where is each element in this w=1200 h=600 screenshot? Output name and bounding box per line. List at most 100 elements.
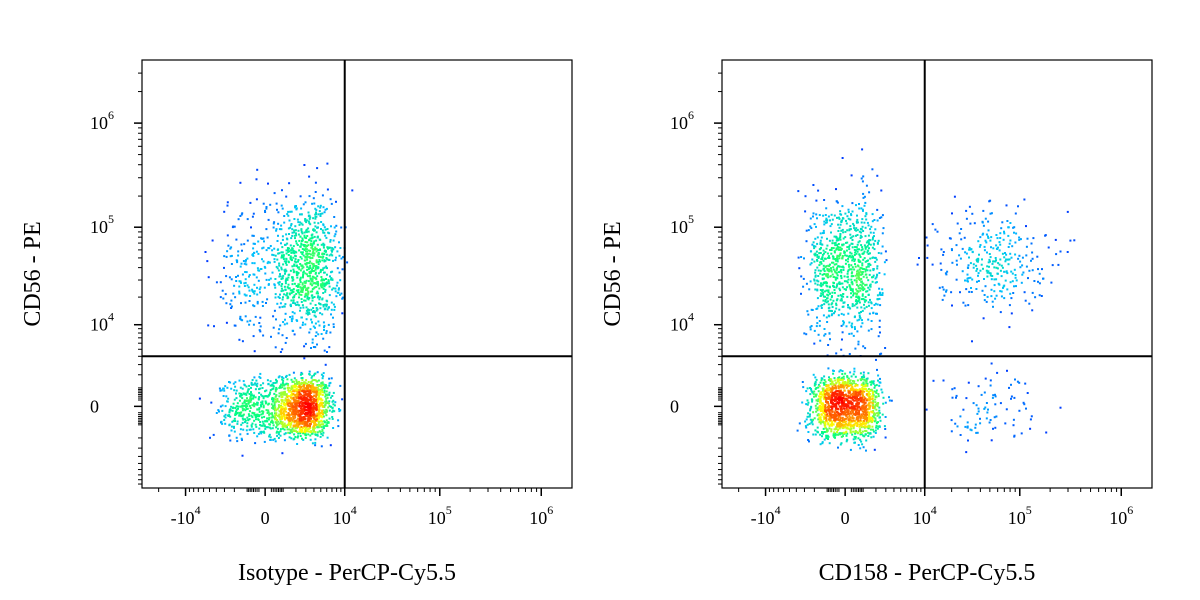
event-dot — [854, 422, 857, 425]
event-dot — [818, 414, 821, 417]
event-dot — [248, 428, 251, 431]
event-dot — [283, 393, 286, 396]
event-dot — [311, 432, 314, 435]
event-dot — [868, 312, 871, 315]
event-dot — [983, 391, 986, 394]
event-dot — [318, 397, 321, 400]
event-dot — [953, 387, 956, 390]
event-dot — [862, 252, 865, 255]
event-dot — [814, 275, 817, 278]
event-dot — [260, 393, 263, 396]
event-dot — [319, 268, 322, 271]
event-dot — [826, 285, 829, 288]
event-dot — [321, 434, 324, 437]
event-dot — [271, 249, 274, 252]
event-dot — [290, 421, 293, 424]
event-dot — [881, 292, 884, 295]
event-dot — [285, 374, 288, 377]
event-dot — [315, 386, 318, 389]
event-dot — [859, 317, 862, 320]
event-dot — [259, 286, 262, 289]
event-dot — [998, 263, 1001, 266]
event-dot — [820, 285, 823, 288]
event-dot — [291, 311, 294, 314]
event-dot — [284, 406, 287, 409]
event-dot — [318, 384, 320, 387]
event-dot — [845, 420, 848, 423]
event-dot — [321, 429, 324, 432]
event-dot — [295, 303, 298, 306]
event-dot — [841, 381, 844, 384]
event-dot — [305, 312, 308, 315]
event-dot — [306, 425, 309, 428]
event-dot — [984, 285, 987, 288]
event-dot — [1009, 281, 1012, 284]
event-dot — [1059, 250, 1062, 253]
event-dot — [317, 388, 320, 391]
event-dot — [311, 270, 314, 273]
event-dot — [230, 278, 233, 281]
event-dot — [284, 279, 287, 282]
event-dot — [322, 413, 324, 416]
event-dot — [837, 385, 840, 388]
event-dot — [858, 230, 861, 233]
event-dot — [871, 168, 874, 171]
event-dot — [340, 292, 343, 295]
event-dot — [243, 243, 246, 246]
event-dot — [256, 408, 259, 411]
event-dot — [290, 408, 293, 411]
event-dot — [314, 390, 317, 393]
plot-frame — [141, 59, 573, 489]
event-dot — [820, 236, 823, 239]
event-dot — [311, 402, 314, 405]
event-dot — [861, 309, 864, 312]
event-dot — [874, 398, 877, 401]
event-dot — [861, 423, 864, 426]
event-dot — [312, 402, 315, 405]
event-dot — [265, 302, 267, 304]
event-dot — [294, 385, 297, 388]
event-dot — [846, 295, 849, 298]
event-dot — [324, 386, 326, 389]
event-dot — [274, 388, 277, 391]
event-dot — [259, 404, 262, 407]
event-dot — [321, 412, 324, 415]
event-dot — [861, 293, 864, 296]
event-dot — [865, 299, 868, 302]
event-dot — [282, 379, 285, 382]
event-dot — [849, 251, 852, 254]
event-dot — [296, 394, 299, 397]
event-dot — [855, 295, 858, 298]
event-dot — [849, 448, 852, 451]
event-dot — [989, 384, 992, 387]
event-dot — [298, 396, 301, 399]
event-dot — [965, 397, 968, 400]
event-dot — [944, 272, 947, 275]
event-dot — [274, 296, 277, 299]
event-dot — [876, 298, 879, 301]
event-dot — [254, 382, 257, 385]
event-dot — [977, 280, 980, 282]
event-dot — [281, 382, 284, 384]
event-dot — [260, 401, 263, 404]
event-dot — [979, 269, 982, 272]
event-dot — [321, 389, 323, 392]
event-dot — [319, 204, 322, 207]
event-dot — [319, 431, 322, 434]
event-dot — [843, 382, 846, 385]
event-dot — [818, 385, 821, 388]
event-dot — [278, 297, 281, 299]
event-dot — [861, 262, 864, 265]
event-dot — [309, 413, 312, 416]
event-dot — [226, 234, 229, 237]
event-dot — [273, 247, 276, 250]
event-dot — [846, 275, 849, 278]
event-dot — [825, 385, 828, 388]
event-dot — [959, 434, 962, 436]
event-dot — [258, 410, 261, 413]
event-dot — [255, 198, 258, 201]
event-dot — [860, 244, 863, 247]
event-dot — [248, 275, 250, 278]
event-dot — [321, 383, 324, 386]
event-dot — [258, 375, 261, 378]
